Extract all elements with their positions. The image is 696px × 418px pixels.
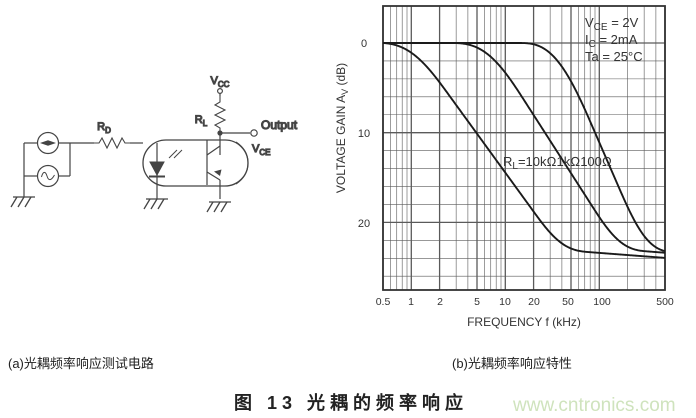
svg-text:VOLTAGE GAIN AV (dB): VOLTAGE GAIN AV (dB) [334, 63, 350, 193]
svg-text:2: 2 [437, 296, 443, 308]
svg-text:0.5: 0.5 [376, 296, 391, 308]
svg-text:VCC: VCC [211, 75, 230, 89]
svg-text:RL: RL [195, 114, 208, 128]
svg-text:20: 20 [528, 296, 540, 308]
svg-text:www.cntronics.com: www.cntronics.com [512, 395, 676, 416]
svg-text:20: 20 [358, 218, 370, 230]
svg-text:RL=10kΩ1kΩ100Ω: RL=10kΩ1kΩ100Ω [503, 154, 612, 172]
svg-text:图 13 光耦的频率响应: 图 13 光耦的频率响应 [234, 392, 468, 413]
svg-text:10: 10 [358, 128, 370, 140]
svg-text:1: 1 [408, 296, 414, 308]
svg-text:Output: Output [261, 118, 298, 132]
svg-text:(b)光耦频率响应特性: (b)光耦频率响应特性 [452, 356, 572, 371]
svg-text:Ta = 25°C: Ta = 25°C [585, 49, 643, 64]
svg-text:5: 5 [474, 296, 480, 308]
svg-text:10: 10 [499, 296, 511, 308]
svg-text:50: 50 [562, 296, 574, 308]
svg-text:FREQUENCY f (kHz): FREQUENCY f (kHz) [467, 315, 581, 329]
svg-text:RD: RD [97, 121, 111, 135]
svg-text:500: 500 [656, 296, 674, 308]
svg-text:100: 100 [593, 296, 611, 308]
svg-text:IC = 2mA: IC = 2mA [585, 32, 638, 50]
svg-text:VCE = 2V: VCE = 2V [585, 15, 639, 33]
svg-text:(a)光耦频率响应测试电路: (a)光耦频率响应测试电路 [8, 356, 154, 371]
svg-text:0: 0 [361, 38, 367, 50]
svg-text:VCE: VCE [252, 143, 270, 157]
